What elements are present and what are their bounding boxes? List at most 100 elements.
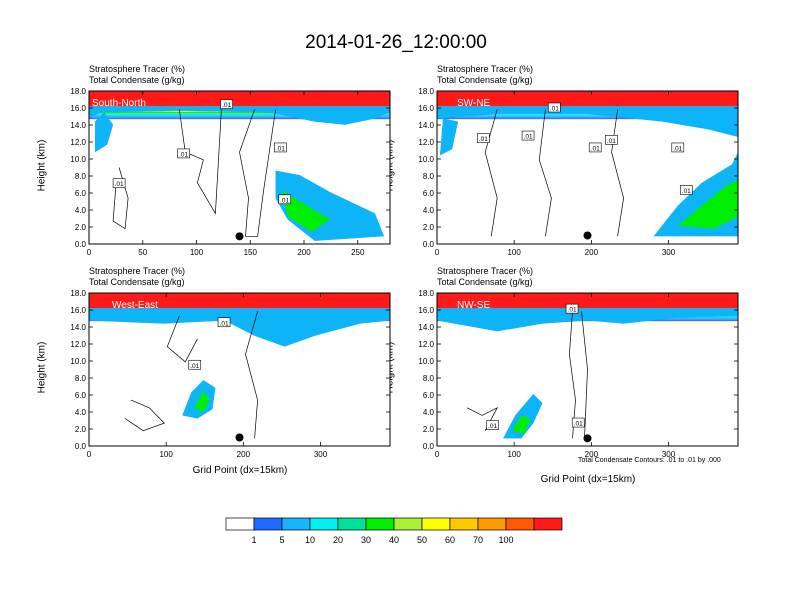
x-tick-label: 100 (507, 450, 521, 459)
panel-title-line1: Stratosphere Tracer (%) (437, 64, 534, 74)
x-tick-label: 200 (585, 248, 599, 257)
tracer-band (437, 115, 738, 118)
tracer-band (89, 111, 390, 114)
panel-south-north: 0.0 2.0 4.0 6.0 8.0 10.0 12.0 14.0 16.0 18.0 0 50 10… (70, 87, 391, 257)
x-tick-label: 0 (435, 450, 440, 459)
condensate-contour (466, 406, 499, 431)
colorbar-swatch (253, 517, 283, 531)
tracer-band (437, 113, 738, 116)
tracer-band (89, 113, 390, 116)
contour-label-box (278, 194, 291, 205)
panel-title-swne: Stratosphere Tracer (%) Total Condensate… (437, 64, 533, 86)
tracer-band (89, 117, 390, 120)
condensate-contour (611, 109, 624, 237)
contour-label-box (112, 178, 126, 188)
y-tick-label: 6.0 (75, 189, 87, 198)
colorbar-swatch (421, 517, 451, 531)
panel-west-east: 0.0 2.0 4.0 6.0 8.0 10.0 12.0 14.0 16.0 18.0 0 100 2… (70, 289, 391, 459)
x-axis-label-left: Grid Point (dx=15km) (192, 465, 288, 476)
contour-label: .01 (550, 106, 559, 113)
contour-label: .01 (673, 145, 682, 152)
y-tick-label: 14.0 (418, 121, 434, 130)
tracer-band (89, 115, 390, 118)
contour-label: .01 (574, 421, 583, 428)
contour-label-box (217, 317, 231, 328)
y-tick-label: 10.0 (70, 155, 86, 164)
panel-sw-ne: 0.0 2.0 4.0 6.0 8.0 10.0 12.0 14.0 16.0 18.0 0 100 2… (418, 87, 739, 257)
contour-label: .01 (190, 363, 199, 370)
colorbar-swatch (477, 517, 507, 531)
panel-title-line1: Stratosphere Tracer (%) (89, 64, 186, 74)
panel-title-we: Stratosphere Tracer (%) Total Condensate… (89, 266, 185, 288)
y-tick-label: 16.0 (418, 104, 434, 113)
y-tick-label: 2.0 (423, 425, 435, 434)
y-tick-label: 0.0 (75, 442, 87, 451)
stratosphere-band (89, 293, 390, 309)
y-tick-label: 18.0 (418, 87, 434, 96)
colorbar-label: 40 (389, 535, 399, 545)
plot-frame (88, 90, 391, 245)
panel-title-line1: Stratosphere Tracer (%) (89, 266, 186, 276)
contour-label: .01 (115, 181, 124, 188)
panel-nw-se: 0.0 2.0 4.0 6.0 8.0 10.0 12.0 14.0 16.0 18.0 0 100 2… (418, 289, 739, 459)
x-tick-label: 200 (297, 248, 311, 257)
panel-title-line1: Stratosphere Tracer (%) (437, 266, 534, 276)
y-tick-label: 10.0 (70, 357, 86, 366)
panel-title-line2: Total Condensate (g/kg) (89, 75, 185, 85)
tracer-region-green (281, 190, 330, 232)
condensate-contour (178, 109, 222, 215)
panel-title-nwse: Stratosphere Tracer (%) Total Condensate… (437, 266, 533, 288)
colorbar: 1 5 10 20 30 40 50 60 70 100 (225, 517, 563, 545)
y-tick-label: 16.0 (418, 306, 434, 315)
y-tick-label: 14.0 (70, 121, 86, 130)
y-tick-label: 14.0 (418, 323, 434, 332)
contour-label: .01 (479, 136, 488, 143)
stratosphere-band (437, 293, 738, 309)
contour-label: .01 (220, 320, 229, 327)
condensate-contour (166, 315, 198, 363)
condensate-contour (245, 311, 258, 439)
y-tick-label: 10.0 (418, 357, 434, 366)
condensate-contour (484, 109, 498, 237)
colorbar-label: 50 (417, 535, 427, 545)
y-tick-label: 14.0 (70, 323, 86, 332)
colorbar-swatch (449, 517, 479, 531)
y-tick-label: 4.0 (75, 206, 87, 215)
colorbar-label: 10 (305, 535, 315, 545)
x-tick-label: 100 (507, 248, 521, 257)
y-tick-label: 10.0 (418, 155, 434, 164)
contour-label-box (274, 142, 287, 153)
colorbar-label: 60 (445, 535, 455, 545)
contour-label-box (548, 102, 561, 113)
colorbar-swatch (533, 517, 563, 531)
contour-label-box (571, 417, 585, 428)
panel-title-line2: Total Condensate (g/kg) (437, 75, 533, 85)
contour-label: .01 (568, 307, 577, 314)
panel-title-line2: Total Condensate (g/kg) (437, 277, 533, 287)
contour-label: .01 (607, 138, 616, 145)
tracer-region-cyan (437, 106, 738, 137)
y-tick-label: 0.0 (423, 240, 435, 249)
y-tick-label: 2.0 (75, 425, 87, 434)
contour-note: Total Condensate Contours: .01 to .01 by… (578, 457, 721, 464)
figure-title: 2014-01-26_12:00:00 (305, 32, 487, 53)
colorbar-label: 100 (498, 535, 513, 545)
tracer-region-cyan (440, 118, 459, 156)
condensate-contour (581, 311, 588, 439)
y-tick-label: 8.0 (75, 374, 87, 383)
y-tick-label: 8.0 (423, 374, 435, 383)
tracer-region-green (512, 415, 531, 434)
cross-section-label: SW-NE (457, 98, 490, 109)
colorbar-swatch (225, 517, 255, 531)
contour-label: .01 (682, 188, 691, 195)
plot-frame (436, 90, 739, 245)
y-tick-label: 2.0 (75, 223, 87, 232)
x-tick-label: 0 (435, 248, 440, 257)
colorbar-label: 70 (473, 535, 483, 545)
panel-title-line2: Total Condensate (g/kg) (89, 277, 185, 287)
tracer-region-cyan (437, 308, 738, 332)
contour-label: .01 (179, 151, 188, 158)
location-marker (235, 433, 244, 442)
tracer-region-cyan (89, 308, 390, 347)
